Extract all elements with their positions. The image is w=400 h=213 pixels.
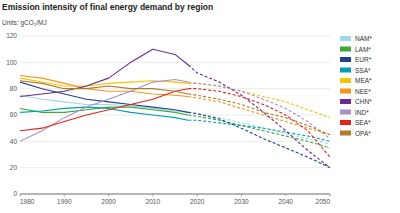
projection-line xyxy=(188,97,330,135)
grid-line xyxy=(20,194,330,195)
x-tick xyxy=(64,194,65,197)
series-line xyxy=(20,95,188,112)
grid-line xyxy=(20,62,330,63)
x-tick-label: 2050 xyxy=(316,198,331,205)
projection-line xyxy=(188,120,330,141)
legend-swatch xyxy=(340,131,351,136)
x-tick xyxy=(108,194,109,197)
series-line xyxy=(20,89,188,131)
legend-label: SSA* xyxy=(355,67,371,74)
series-line xyxy=(20,107,188,120)
x-tick xyxy=(241,194,242,197)
chart: Emission intensity of final energy deman… xyxy=(0,0,400,213)
x-axis xyxy=(20,194,330,195)
subtitle: Units: gCO₂/MJ xyxy=(2,19,47,27)
x-tick-label: 1980 xyxy=(20,198,35,205)
y-tick-label: 0 xyxy=(13,190,17,197)
x-tick-label: 2040 xyxy=(278,198,293,205)
x-tick-label: 2020 xyxy=(190,198,205,205)
legend-swatch xyxy=(340,89,351,94)
legend-label: NAM* xyxy=(355,35,372,42)
legend-swatch xyxy=(340,36,351,41)
plot-area xyxy=(20,49,330,168)
legend-swatch xyxy=(340,68,351,73)
y-tick-label: 100 xyxy=(6,59,17,66)
legend-label: CHN* xyxy=(355,98,372,105)
series-line xyxy=(20,49,188,96)
x-tick-label: 2010 xyxy=(146,198,161,205)
x-tick xyxy=(20,194,21,197)
projection-line xyxy=(188,112,330,167)
legend-label: IND* xyxy=(355,109,369,116)
legend-label: NEE* xyxy=(355,88,371,95)
y-tick-label: 80 xyxy=(10,85,18,92)
y-tick-label: 40 xyxy=(10,138,18,145)
projection-line xyxy=(188,94,330,135)
x-tick-label: 2030 xyxy=(234,198,249,205)
legend-swatch xyxy=(340,110,351,115)
x-tick xyxy=(152,194,153,197)
legend-label: MEA* xyxy=(355,77,372,84)
grid-line xyxy=(20,167,330,168)
series-line xyxy=(20,81,188,94)
legend-swatch xyxy=(340,120,351,125)
grid-line xyxy=(20,141,330,142)
grid-line xyxy=(20,36,330,37)
legend-label: LAM* xyxy=(355,46,371,53)
legend-label: SEA* xyxy=(355,119,371,126)
x-tick-label: 2000 xyxy=(101,198,116,205)
legend-label: EUR* xyxy=(355,56,372,63)
x-tick-label: 1990 xyxy=(57,198,72,205)
series-line xyxy=(20,79,188,141)
grid-line xyxy=(20,115,330,116)
x-tick xyxy=(197,194,198,197)
y-tick-label: 120 xyxy=(6,32,17,39)
legend-swatch xyxy=(340,78,351,83)
legend-swatch xyxy=(340,99,351,104)
y-tick-label: 20 xyxy=(10,164,18,171)
x-tick xyxy=(285,194,286,197)
projection-line xyxy=(188,65,330,168)
x-tick xyxy=(330,194,331,197)
title: Emission intensity of final energy deman… xyxy=(2,2,213,12)
legend-swatch xyxy=(340,47,351,52)
legend-label: OPA* xyxy=(355,130,371,137)
y-tick-label: 60 xyxy=(10,111,18,118)
legend-swatch xyxy=(340,57,351,62)
projection-line xyxy=(188,89,330,157)
